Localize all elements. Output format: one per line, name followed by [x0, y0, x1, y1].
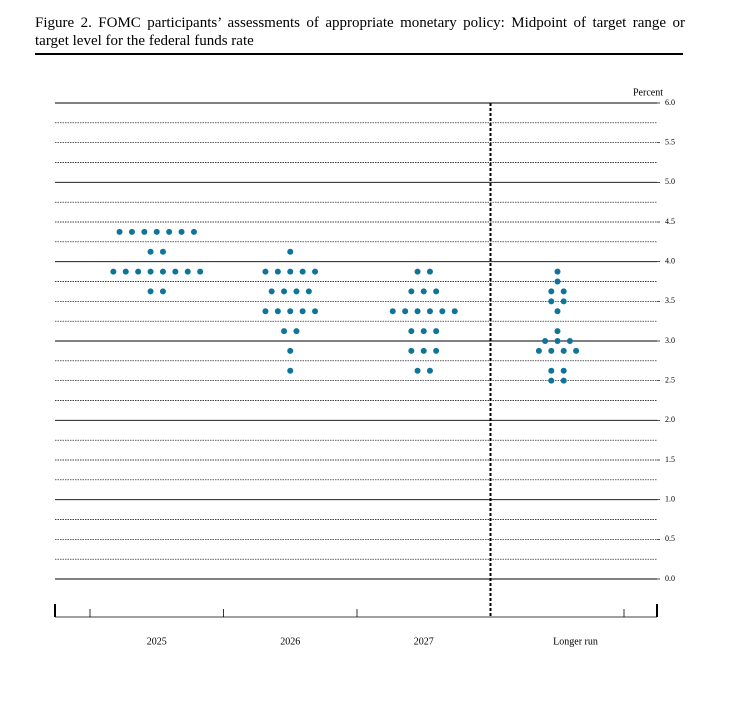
x-tick-label: 2025 — [147, 636, 167, 647]
dot — [548, 288, 555, 295]
dot — [147, 268, 154, 275]
dot — [554, 268, 561, 275]
dot — [135, 268, 142, 275]
dot — [153, 228, 160, 235]
dot — [197, 268, 204, 275]
dot — [554, 278, 561, 285]
dot — [408, 288, 415, 295]
dot — [141, 228, 148, 235]
y-tick-label: 2.0 — [665, 415, 675, 424]
dot — [159, 248, 166, 255]
dot — [287, 268, 294, 275]
dot — [439, 308, 446, 315]
y-tick-label: 5.5 — [665, 137, 675, 146]
dot — [560, 298, 567, 305]
dot — [408, 328, 415, 335]
y-tick-label: 4.5 — [665, 217, 675, 226]
dot — [433, 328, 440, 335]
dot — [281, 328, 288, 335]
dot — [281, 288, 288, 295]
dot — [116, 228, 123, 235]
dot — [566, 338, 573, 344]
y-tick-label: 1.0 — [665, 494, 675, 503]
y-tick-label: 3.0 — [665, 336, 675, 345]
y-tick-label: 5.0 — [665, 177, 675, 186]
dot — [548, 367, 555, 374]
dot — [312, 308, 319, 315]
dot — [420, 347, 427, 354]
dot — [293, 328, 300, 335]
dot — [172, 268, 179, 275]
dot — [451, 308, 458, 315]
dot — [408, 347, 415, 354]
dot — [426, 268, 433, 275]
dot — [542, 338, 549, 344]
dot — [548, 377, 555, 384]
dot — [548, 347, 555, 354]
dot — [420, 328, 427, 335]
dot — [414, 367, 421, 374]
dot — [287, 308, 294, 315]
dot — [287, 367, 294, 374]
y-axis-label: Percent — [633, 87, 663, 98]
dot — [402, 308, 409, 315]
dot — [159, 268, 166, 275]
dot — [299, 308, 306, 315]
y-tick-label: 2.5 — [665, 375, 675, 384]
dot — [262, 268, 269, 275]
x-tick-label: 2027 — [414, 636, 434, 647]
y-tick-label: 1.5 — [665, 455, 675, 464]
dot — [274, 308, 281, 315]
dot — [420, 288, 427, 295]
y-tick-label: 0.5 — [665, 534, 675, 543]
dot — [554, 338, 561, 344]
dot — [293, 288, 300, 295]
dot — [573, 347, 580, 354]
dot — [548, 298, 555, 305]
dot — [433, 288, 440, 295]
dot — [299, 268, 306, 275]
dot — [560, 377, 567, 384]
y-tick-label: 4.0 — [665, 256, 675, 265]
dot — [184, 268, 191, 275]
figure-title: Figure 2. FOMC participants’ assessments… — [35, 15, 685, 49]
dot — [426, 367, 433, 374]
x-tick-label: Longer run — [553, 636, 598, 647]
dot — [389, 308, 396, 315]
dot — [159, 288, 166, 295]
dot — [287, 347, 294, 354]
dot — [560, 288, 567, 295]
dot — [426, 308, 433, 315]
dot — [554, 308, 561, 315]
dot — [287, 248, 294, 255]
dot — [190, 228, 197, 235]
dot — [122, 268, 129, 275]
dot — [262, 308, 269, 315]
dot — [274, 268, 281, 275]
y-tick-label: 3.5 — [665, 296, 675, 305]
y-tick-label: 0.0 — [665, 574, 675, 583]
dot — [554, 328, 561, 335]
dot — [147, 248, 154, 255]
y-tick-label: 6.0 — [665, 98, 675, 107]
dot — [178, 228, 185, 235]
dot — [535, 347, 542, 354]
title-rule — [35, 53, 683, 55]
dot — [268, 288, 275, 295]
dot — [312, 268, 319, 275]
dot — [147, 288, 154, 295]
dot — [433, 347, 440, 354]
dot — [414, 268, 421, 275]
dot — [110, 268, 117, 275]
dot — [305, 288, 312, 295]
dot — [414, 308, 421, 315]
dot — [128, 228, 135, 235]
dot — [166, 228, 173, 235]
dot — [560, 367, 567, 374]
dot — [560, 347, 567, 354]
x-tick-label: 2026 — [280, 636, 300, 647]
